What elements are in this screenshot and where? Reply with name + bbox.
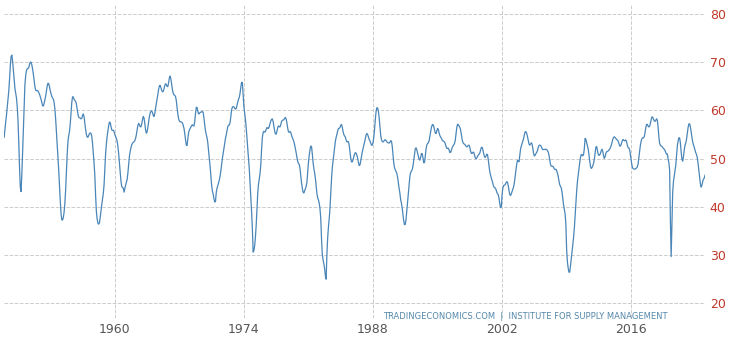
Text: TRADINGECONOMICS.COM  |  INSTITUTE FOR SUPPLY MANAGEMENT: TRADINGECONOMICS.COM | INSTITUTE FOR SUP… bbox=[383, 312, 668, 321]
